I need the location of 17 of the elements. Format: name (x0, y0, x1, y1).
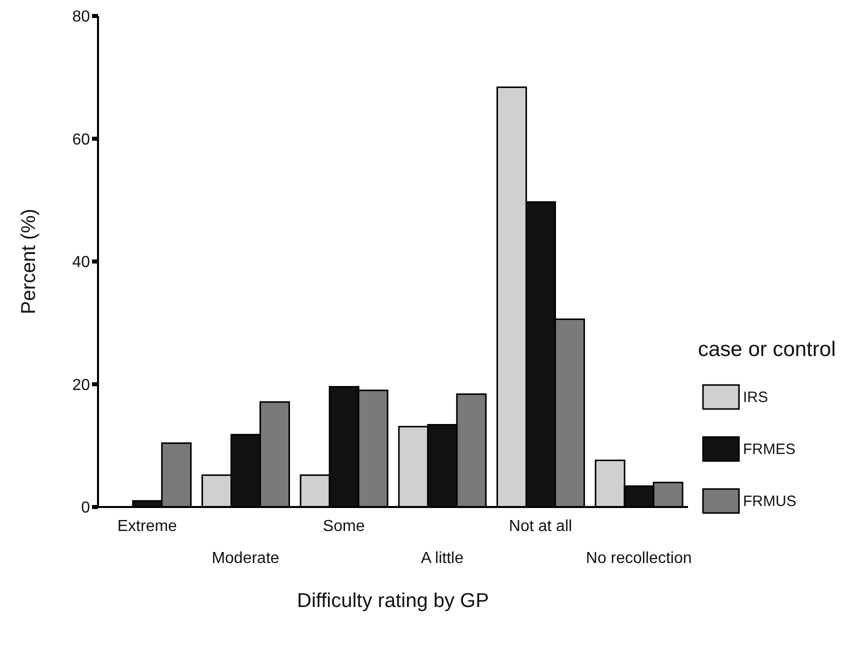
x-tick-label: No recollection (586, 550, 692, 567)
x-tick-label: A little (420, 550, 464, 567)
legend-title: case or control (698, 338, 837, 362)
x-tick-label: Moderate (212, 550, 280, 567)
x-tick-label: Not at all (508, 518, 572, 535)
legend-label: FRMES (743, 440, 796, 458)
y-tick-label: 80 (72, 8, 90, 26)
y-tick-label: 60 (72, 131, 90, 148)
x-tick-label: Extreme (117, 518, 178, 535)
y-axis-title: Percent (%) (18, 208, 40, 314)
legend-label: IRS (743, 388, 768, 406)
x-tick-label: Some (322, 518, 365, 535)
y-tick-label: 0 (81, 500, 90, 517)
legend-label: FRMUS (743, 492, 796, 510)
y-tick-label: 40 (72, 254, 90, 272)
x-axis-title: Difficulty rating by GP (297, 590, 489, 612)
y-tick-label: 20 (72, 376, 90, 394)
